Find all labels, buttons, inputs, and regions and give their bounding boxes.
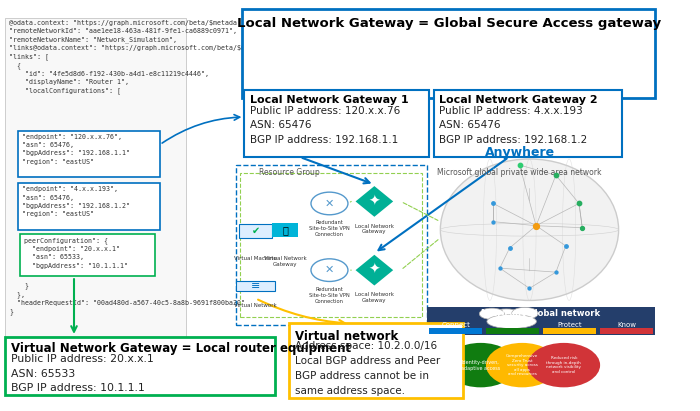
FancyBboxPatch shape (272, 223, 298, 237)
Circle shape (528, 343, 600, 387)
FancyBboxPatch shape (236, 281, 275, 291)
Text: Microsoft global private wide area network: Microsoft global private wide area netwo… (438, 168, 602, 177)
FancyBboxPatch shape (18, 183, 160, 230)
Text: Local Network Gateway 2: Local Network Gateway 2 (439, 95, 598, 105)
Text: Redundant
Site-to-Site VPN
Connection: Redundant Site-to-Site VPN Connection (309, 220, 350, 237)
Text: ✔: ✔ (251, 226, 260, 236)
Text: }
  },
  "headerRequestId": "00ad480d-a567-40c5-8a8b-9691f800ba30"
}: } }, "headerRequestId": "00ad480d-a567-4… (9, 282, 245, 315)
Text: Local Network Gateway = Global Secure Access gateway: Local Network Gateway = Global Secure Ac… (237, 17, 661, 30)
FancyBboxPatch shape (5, 18, 186, 337)
FancyBboxPatch shape (20, 234, 155, 276)
Text: Public IP address: 4.x.x.193
ASN: 65476
BGP IP address: 192.168.1.2: Public IP address: 4.x.x.193 ASN: 65476 … (439, 106, 587, 145)
Circle shape (311, 192, 348, 215)
Ellipse shape (440, 159, 619, 300)
Text: "endpoint": "4.x.x.193",
"asn": 65476,
"bgpAddress": "192.168.1.2"
"region": "ea: "endpoint": "4.x.x.193", "asn": 65476, "… (22, 187, 130, 217)
Text: Virtual Machine: Virtual Machine (234, 256, 277, 261)
Ellipse shape (512, 307, 538, 319)
FancyBboxPatch shape (429, 328, 482, 334)
Text: Address space: 10.2.0.0/16
Local BGP address and Peer
BGP address cannot be in
s: Address space: 10.2.0.0/16 Local BGP add… (295, 341, 440, 396)
Text: Public IP address: 120.x.x.76
ASN: 65476
BGP IP address: 192.168.1.1: Public IP address: 120.x.x.76 ASN: 65476… (250, 106, 400, 145)
Circle shape (486, 343, 559, 387)
Circle shape (402, 343, 475, 387)
Text: ✦: ✦ (368, 263, 380, 277)
Text: ≡: ≡ (251, 281, 260, 291)
Text: Virtual network: Virtual network (295, 330, 398, 342)
Text: Local Network
Gateway: Local Network Gateway (355, 224, 394, 234)
Circle shape (311, 259, 348, 282)
FancyBboxPatch shape (244, 90, 429, 157)
FancyBboxPatch shape (242, 9, 655, 98)
Text: ✦: ✦ (368, 194, 380, 208)
Text: Virtual Network: Virtual Network (234, 303, 277, 308)
Text: Know: Know (617, 321, 636, 328)
FancyBboxPatch shape (18, 131, 160, 177)
Text: Reduced risk
through in-depth
network visibility
and control: Reduced risk through in-depth network vi… (546, 356, 581, 374)
Text: peerConfiguration": {
  "endpoint": "20.x.x.1"
  "asn": 65533,
  "bgpAddress": ": peerConfiguration": { "endpoint": "20.x.… (24, 237, 128, 268)
Polygon shape (356, 186, 393, 217)
FancyBboxPatch shape (543, 328, 596, 334)
FancyBboxPatch shape (5, 337, 275, 395)
Polygon shape (356, 255, 393, 286)
FancyBboxPatch shape (288, 323, 463, 398)
Text: Public IP address: 20.x.x.1
ASN: 65533
BGP IP address: 10.1.1.1: Public IP address: 20.x.x.1 ASN: 65533 B… (11, 354, 154, 393)
Text: @odata.context: "https://graph.microsoft.com/beta/$metada
"remoteNetworkId": "aa: @odata.context: "https://graph.microsoft… (9, 20, 245, 95)
Text: 🔒: 🔒 (282, 225, 288, 235)
Text: Virtual Network Gateway = Local router equipment: Virtual Network Gateway = Local router e… (11, 342, 351, 356)
FancyBboxPatch shape (427, 307, 655, 335)
Circle shape (444, 343, 517, 387)
FancyBboxPatch shape (600, 328, 653, 334)
Ellipse shape (488, 309, 524, 324)
FancyBboxPatch shape (486, 328, 539, 334)
Text: Microsoft global network: Microsoft global network (482, 309, 601, 318)
Ellipse shape (480, 308, 505, 319)
FancyBboxPatch shape (434, 90, 622, 157)
Text: ✕: ✕ (325, 265, 334, 275)
Text: Virtual Network
Gateway: Virtual Network Gateway (264, 256, 307, 267)
Text: Redundant
Site-to-Site VPN
Connection: Redundant Site-to-Site VPN Connection (309, 287, 350, 304)
Text: Local Network
Gateway: Local Network Gateway (355, 292, 394, 303)
Text: Resource Group: Resource Group (259, 168, 320, 177)
Text: Secure and
optimized
connectivity: Secure and optimized connectivity (424, 357, 454, 374)
Text: Protect: Protect (557, 321, 582, 328)
Text: Local Network Gateway 1: Local Network Gateway 1 (250, 95, 408, 105)
Text: Anywhere: Anywhere (484, 146, 554, 159)
Text: "endpoint": "120.x.x.76",
"asn": 65476,
"bgpAddress": "192.168.1.1"
"region": "e: "endpoint": "120.x.x.76", "asn": 65476, … (22, 134, 130, 165)
Text: Connect: Connect (441, 321, 470, 328)
Text: ✕: ✕ (325, 199, 334, 208)
FancyBboxPatch shape (239, 224, 272, 238)
Text: Comprehensive
Zero Trust
security across
all apps
and resources: Comprehensive Zero Trust security across… (506, 354, 538, 376)
Text: Identity-driven,
adaptive access: Identity-driven, adaptive access (461, 360, 500, 370)
Ellipse shape (487, 314, 536, 328)
Text: Access: Access (500, 321, 524, 328)
